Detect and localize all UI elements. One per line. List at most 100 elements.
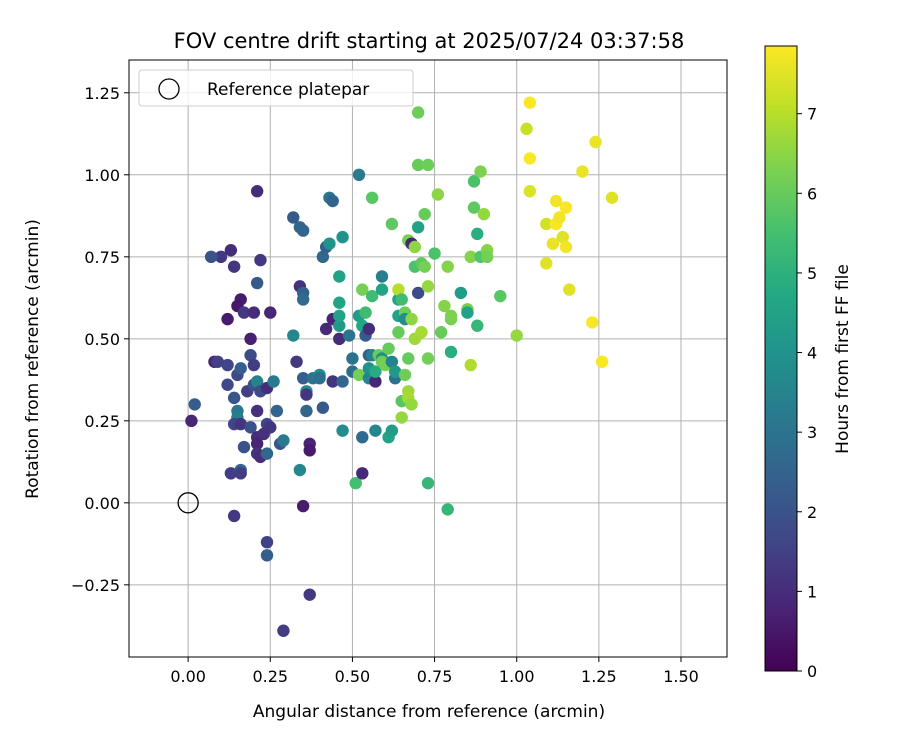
data-point <box>234 417 247 431</box>
data-point <box>342 329 356 342</box>
colorbar-gradient <box>764 45 798 672</box>
data-point <box>586 316 599 329</box>
data-point <box>264 306 277 319</box>
x-tick-label: 0.75 <box>417 667 453 686</box>
y-axis-label: Rotation from reference (arcmin) <box>23 219 43 499</box>
data-point <box>477 207 491 221</box>
data-point <box>250 437 264 450</box>
data-point <box>270 404 284 418</box>
data-point <box>464 358 477 372</box>
data-point <box>411 158 425 172</box>
data-point <box>313 371 326 385</box>
data-point <box>549 194 563 208</box>
data-point <box>589 135 602 149</box>
y-tick-label: 0.50 <box>84 330 120 349</box>
data-point <box>303 444 316 457</box>
data-point <box>336 230 349 244</box>
data-point <box>418 260 431 273</box>
data-point <box>224 467 238 480</box>
colorbar-tick-label: 1 <box>807 582 817 601</box>
data-point <box>247 358 261 372</box>
data-point <box>227 509 241 523</box>
colorbar: 0 1 2 3 4 5 6 7 Hours from first FF file <box>764 45 853 681</box>
data-point <box>349 476 362 490</box>
data-point <box>326 194 339 208</box>
data-point <box>418 207 431 221</box>
data-point <box>244 349 257 362</box>
data-point <box>540 217 553 231</box>
data-point <box>211 355 224 368</box>
y-tick-label: 0.25 <box>84 412 120 431</box>
data-point <box>277 434 290 447</box>
data-point <box>287 211 300 224</box>
data-point <box>227 391 241 405</box>
data-point <box>300 388 313 401</box>
data-point <box>221 378 234 391</box>
y-tick-label: 0.75 <box>84 248 120 267</box>
data-point <box>595 355 609 368</box>
data-point <box>369 375 382 388</box>
data-point <box>375 283 389 296</box>
data-point <box>250 375 264 388</box>
data-point <box>257 427 270 441</box>
data-point <box>444 345 458 359</box>
data-point <box>471 227 484 241</box>
data-point <box>237 306 251 319</box>
x-tick-label: 0.50 <box>335 667 371 686</box>
y-tick-label: −0.25 <box>71 576 120 595</box>
data-point <box>375 270 389 283</box>
data-point <box>411 221 425 234</box>
data-point <box>438 299 451 313</box>
data-point <box>454 286 468 300</box>
data-point <box>326 375 339 388</box>
data-point <box>323 237 336 250</box>
data-point <box>188 398 201 411</box>
data-point <box>563 283 576 296</box>
data-point <box>385 355 399 368</box>
data-point <box>605 191 619 204</box>
data-point <box>221 312 234 326</box>
data-point <box>227 260 241 273</box>
x-axis-ticks: 0.00 0.25 0.50 0.75 1.00 1.25 1.50 <box>170 657 699 686</box>
data-point <box>296 224 310 237</box>
data-point <box>300 404 313 418</box>
data-point <box>546 237 560 250</box>
data-point <box>385 217 399 231</box>
data-point <box>250 276 264 290</box>
data-point <box>520 122 533 136</box>
data-point <box>405 398 418 411</box>
data-point <box>296 371 310 385</box>
data-point <box>431 188 445 201</box>
data-point <box>523 185 537 198</box>
data-point <box>214 250 228 264</box>
data-point <box>204 250 218 264</box>
data-point <box>392 326 405 339</box>
data-point <box>356 431 369 444</box>
data-point <box>428 247 441 260</box>
colorbar-label: Hours from first FF file <box>833 264 853 454</box>
data-point <box>421 476 435 490</box>
data-point <box>523 152 537 165</box>
data-point <box>494 289 507 303</box>
colorbar-tick-label: 3 <box>807 423 817 442</box>
data-point <box>303 588 316 601</box>
data-point <box>411 106 425 119</box>
data-point <box>352 368 366 382</box>
data-point <box>395 293 408 306</box>
data-point <box>421 158 435 172</box>
legend-reference-label: Reference platepar <box>207 80 369 100</box>
data-point <box>411 286 425 300</box>
colorbar-ticks: 0 1 2 3 4 5 6 7 <box>797 105 817 681</box>
data-point <box>553 211 566 224</box>
data-point <box>333 332 346 346</box>
data-point <box>369 365 382 378</box>
data-point <box>293 463 307 477</box>
data-point <box>421 352 435 365</box>
x-tick-label: 1.25 <box>581 667 617 686</box>
data-point <box>333 270 346 283</box>
data-point <box>464 250 477 264</box>
data-points <box>185 96 619 637</box>
data-point <box>398 368 412 382</box>
